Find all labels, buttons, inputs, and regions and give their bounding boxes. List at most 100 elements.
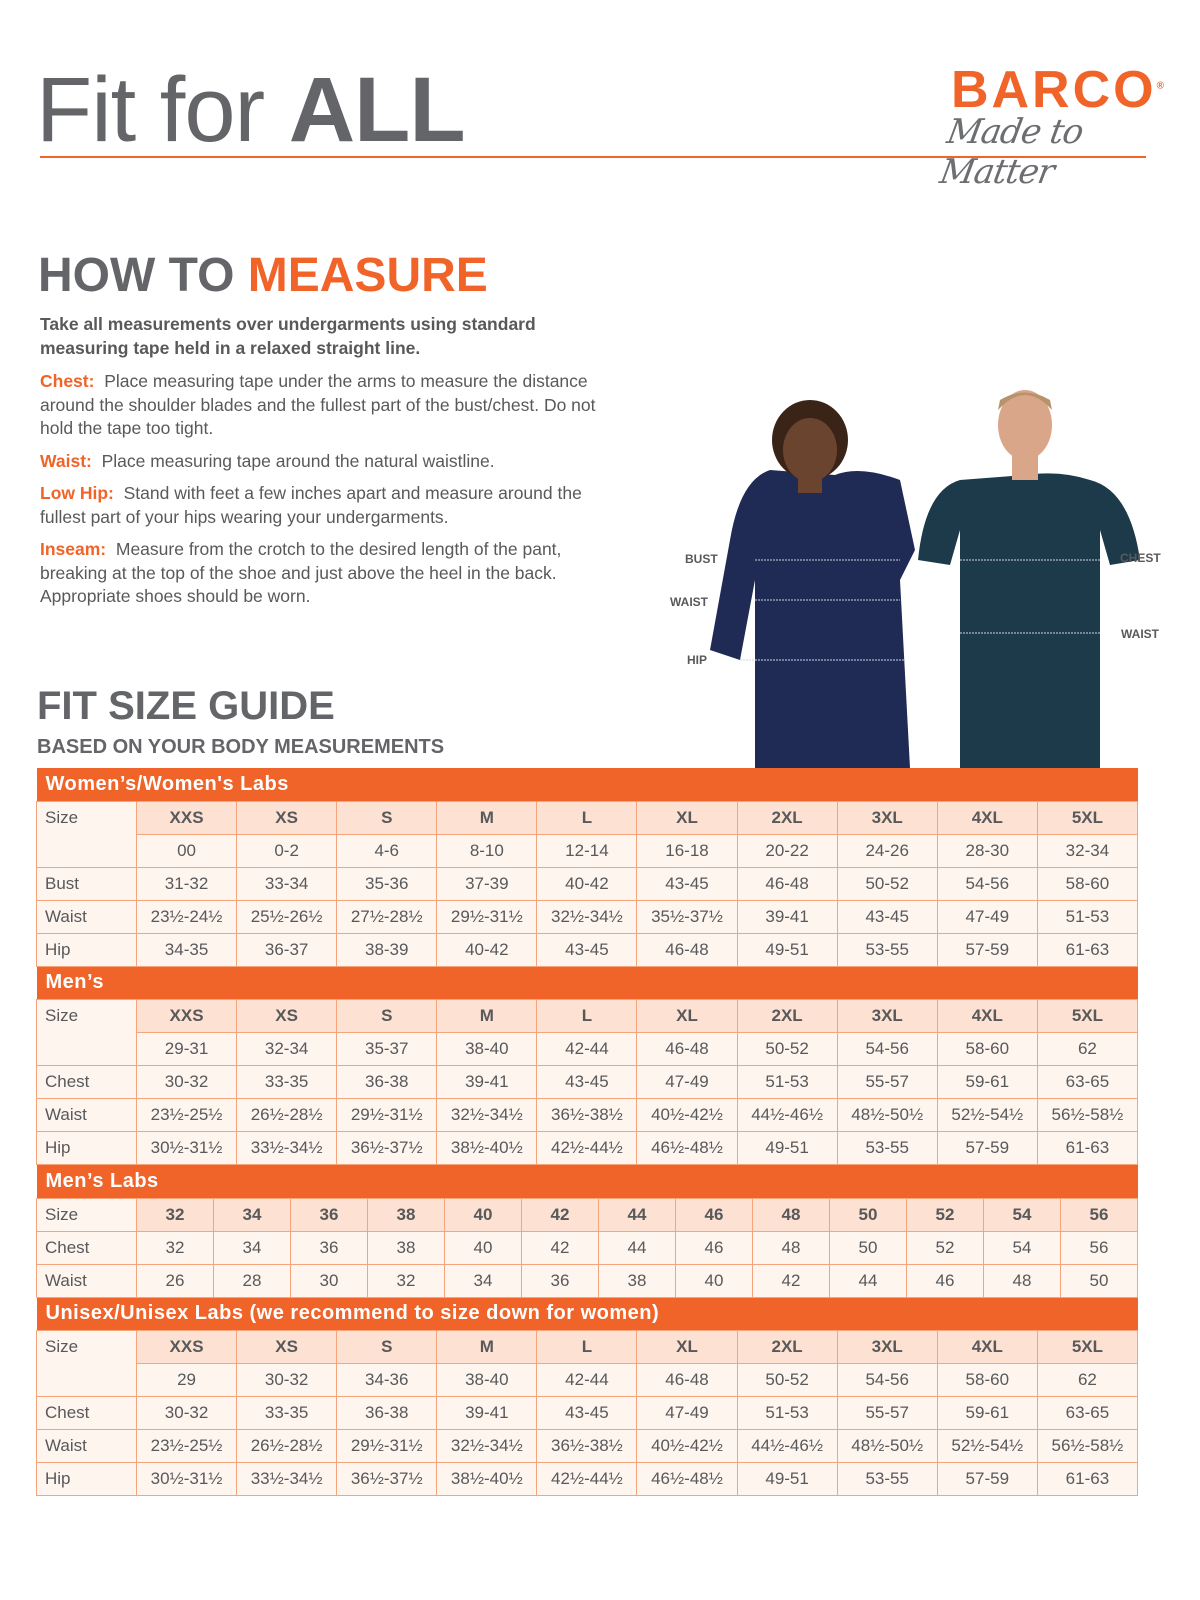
numeric-size-cell: 00 [135, 833, 238, 868]
header-divider [40, 156, 1146, 158]
man-model [918, 390, 1140, 768]
table-cell: 46-48 [736, 866, 838, 901]
size-header-cell: M [436, 800, 538, 835]
size-header-cell: 2XL [736, 1330, 838, 1364]
numeric-size-cell: 20-22 [736, 833, 838, 868]
chest-label: CHEST [1120, 551, 1161, 565]
table-cell: 43-45 [536, 1396, 638, 1430]
size-header-cell: XS [236, 1330, 338, 1364]
row-label: Size [36, 800, 137, 868]
table-cell: 39-41 [436, 1396, 538, 1430]
instruction-text: Stand with feet a few inches apart and m… [40, 483, 582, 527]
table-cell: 57-59 [936, 1462, 1038, 1496]
table-row: Waist 23½-25½ 26½-28½ 29½-31½ 32½-34½ 36½-38½… [36, 1098, 1139, 1132]
size-header-cell: 34 [213, 1197, 291, 1232]
size-header-cell: 4XL [936, 800, 1038, 835]
table-cell: 38 [367, 1230, 445, 1265]
size-table: Men’s Size XXS XS S M L XL 2XL 3XL 4XL 5XL 29-31 32-3… [36, 966, 1139, 1165]
table-cell: 30-32 [135, 1396, 238, 1430]
table-cell: 35½-37½ [636, 899, 738, 934]
table-cell: 47-49 [636, 1065, 738, 1099]
table-row: Chest 30-32 33-35 36-38 39-41 43-45 47-49 51-53… [36, 1396, 1139, 1430]
table-cell: 56½-58½ [1036, 1098, 1139, 1132]
table-cell: 51-53 [736, 1396, 838, 1430]
instruction-label: Waist: [40, 451, 92, 471]
size-header-cell: 3XL [836, 1330, 938, 1364]
table-row: Hip 30½-31½ 33½-34½ 36½-37½ 38½-40½ 42½-44½ 46… [36, 1131, 1139, 1165]
row-label: Hip [36, 1131, 137, 1165]
barco-logo: BARCO® Made to Matter [937, 60, 1164, 192]
numeric-size-cell: 29 [135, 1363, 238, 1397]
numeric-size-cell: 32-34 [1036, 833, 1139, 868]
table-row: Waist 23½-25½ 26½-28½ 29½-31½ 32½-34½ 36½-38½… [36, 1429, 1139, 1463]
row-label: Chest [36, 1396, 137, 1430]
numeric-size-cell: 12-14 [536, 833, 638, 868]
size-header-cell: 44 [598, 1197, 676, 1232]
table-cell: 23½-24½ [135, 899, 238, 934]
table-cell: 54 [983, 1230, 1061, 1265]
table-cell: 48 [752, 1230, 830, 1265]
hip-label: HIP [687, 653, 707, 667]
size-table: Women’s/Women's Labs Size XXS XS S M L XL 2XL 3XL… [36, 768, 1139, 967]
size-header-cell: 46 [675, 1197, 753, 1232]
title-bold: ALL [288, 59, 466, 161]
table-cell: 43-45 [636, 866, 738, 901]
numeric-size-cell: 50-52 [736, 1032, 838, 1066]
table-cell: 43-45 [836, 899, 938, 934]
size-header-cell: L [536, 1330, 638, 1364]
table-cell: 44½-46½ [736, 1429, 838, 1463]
table-cell: 32 [136, 1230, 214, 1265]
table-cell: 26 [136, 1263, 214, 1298]
table-cell: 50-52 [836, 866, 938, 901]
table-cell: 48½-50½ [836, 1098, 938, 1132]
table-section-title: Unisex/Unisex Labs (we recommend to size… [36, 1297, 1138, 1331]
numeric-size-cell: 54-56 [836, 1363, 938, 1397]
numeric-size-cell: 62 [1036, 1032, 1139, 1066]
table-cell: 30 [290, 1263, 368, 1298]
table-cell: 36-38 [336, 1065, 438, 1099]
numeric-size-cell: 46-48 [636, 1032, 738, 1066]
table-section-title: Men’s [36, 966, 1138, 1000]
table-cell: 40-42 [536, 866, 638, 901]
size-row: Size 32 34 36 38 40 42 44 46 48 50 52 54 56 [36, 1197, 1138, 1232]
table-cell: 44 [829, 1263, 907, 1298]
numeric-size-cell: 16-18 [636, 833, 738, 868]
size-row: Size XXS XS S M L XL 2XL 3XL 4XL 5XL [36, 800, 1139, 868]
table-cell: 34-35 [135, 932, 238, 967]
size-header-cell: XL [636, 1330, 738, 1364]
size-header-cell: 38 [367, 1197, 445, 1232]
table-row: Waist 26 28 30 32 34 36 38 40 42 44 46 48 50 [36, 1263, 1138, 1298]
table-cell: 55-57 [836, 1396, 938, 1430]
table-cell: 36 [290, 1230, 368, 1265]
numeric-size-cell: 4-6 [336, 833, 438, 868]
table-row: Waist 23½-24½ 25½-26½ 27½-28½ 29½-31½ 32½-34½… [36, 899, 1139, 934]
size-header-cell: XL [636, 999, 738, 1033]
table-cell: 38½-40½ [436, 1131, 538, 1165]
table-cell: 39-41 [736, 899, 838, 934]
table-cell: 32 [367, 1263, 445, 1298]
how-to-measure-heading: HOW TO MEASURE [38, 248, 488, 303]
table-cell: 56½-58½ [1036, 1429, 1139, 1463]
logo-tagline: Made to Matter [936, 112, 1086, 192]
size-table: Men’s Labs Size 32 34 36 38 40 42 44 46 48 50 52 54 56… [36, 1165, 1138, 1298]
table-cell: 35-36 [336, 866, 438, 901]
table-cell: 54-56 [936, 866, 1038, 901]
size-header-cell: XXS [135, 999, 238, 1033]
title-light: Fit for [36, 59, 289, 161]
table-cell: 36½-38½ [536, 1429, 638, 1463]
page-title: Fit for ALL [36, 58, 466, 163]
row-label: Waist [36, 1429, 137, 1463]
heading-orange: MEASURE [247, 249, 488, 302]
size-header-cell: 5XL [1036, 800, 1139, 835]
table-cell: 46 [906, 1263, 984, 1298]
table-cell: 36 [521, 1263, 599, 1298]
size-header-cell: 3XL [836, 800, 938, 835]
table-cell: 36-37 [236, 932, 338, 967]
table-cell: 40 [675, 1263, 753, 1298]
table-cell: 59-61 [936, 1396, 1038, 1430]
table-cell: 52½-54½ [936, 1429, 1038, 1463]
table-cell: 38½-40½ [436, 1462, 538, 1496]
size-header-cell: M [436, 1330, 538, 1364]
numeric-size-cell: 38-40 [436, 1032, 538, 1066]
table-cell: 43-45 [536, 1065, 638, 1099]
